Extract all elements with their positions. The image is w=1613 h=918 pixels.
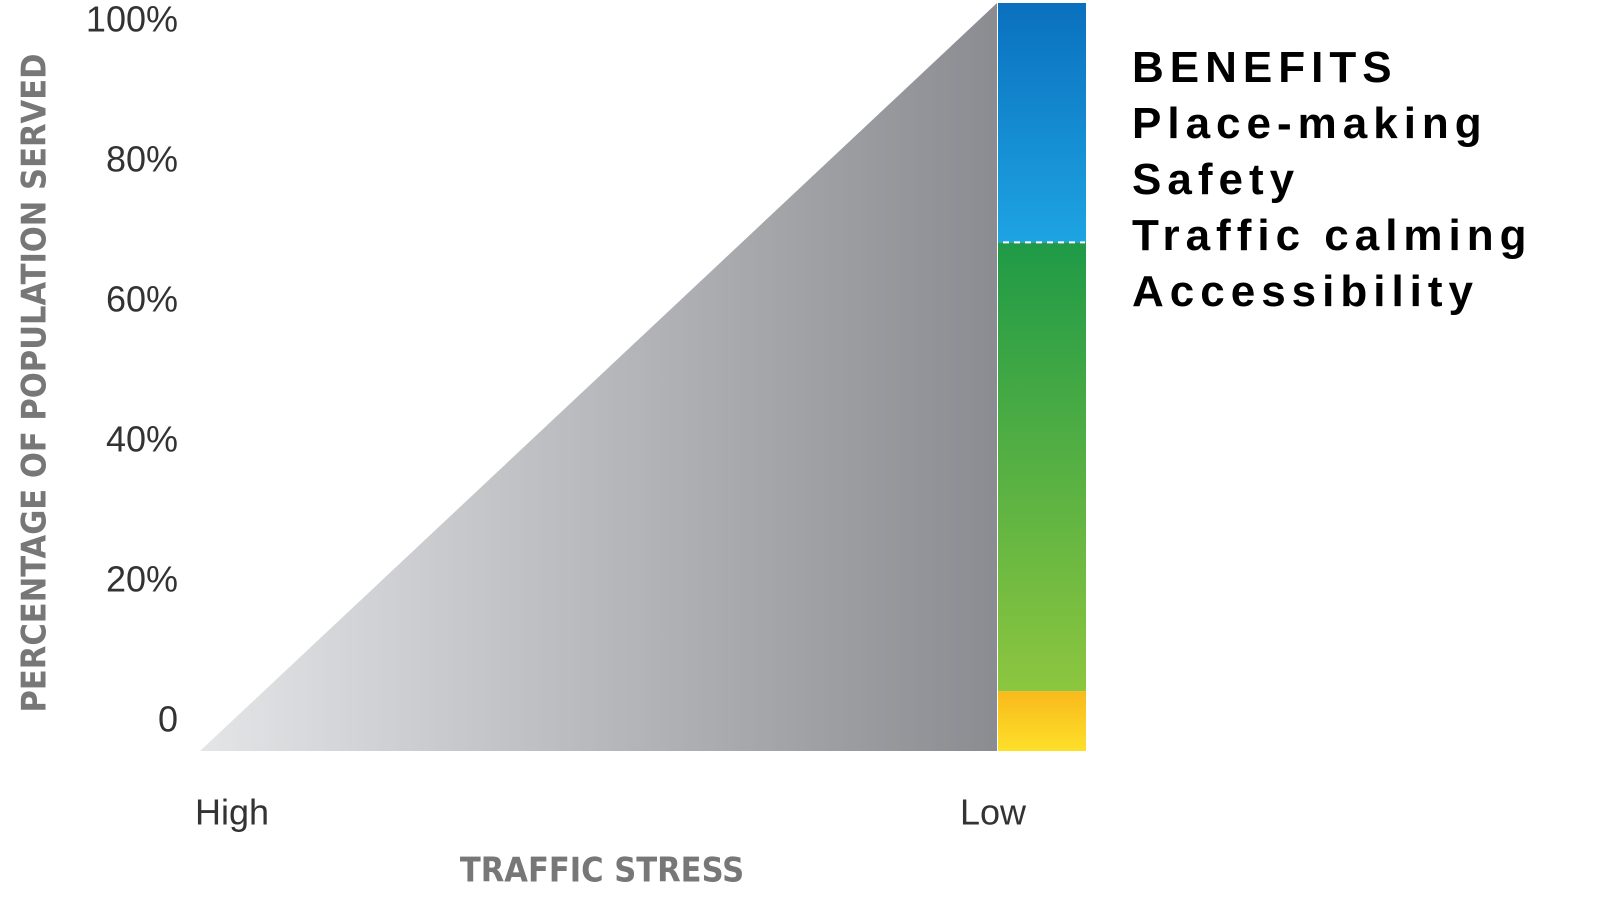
bar-segment — [998, 691, 1086, 751]
x-axis-label: TRAFFIC STRESS — [460, 851, 744, 891]
y-tick-label: 20% — [106, 559, 178, 600]
y-tick-label: 60% — [106, 279, 178, 320]
x-tick-label: Low — [960, 792, 1027, 833]
benefit-item: Place-making — [1132, 99, 1488, 148]
y-axis-label: PERCENTAGE OF POPULATION SERVED — [15, 53, 55, 712]
benefit-item: Traffic calming — [1132, 211, 1533, 260]
y-tick-label: 100% — [86, 0, 178, 40]
y-tick-label: 40% — [106, 419, 178, 460]
benefits-title: BENEFITS — [1132, 43, 1398, 92]
benefit-item: Accessibility — [1132, 267, 1479, 316]
y-tick-label: 0 — [158, 699, 178, 740]
area — [200, 3, 997, 751]
bar-segment — [998, 3, 1086, 243]
bar-segment — [998, 242, 1086, 692]
y-tick-label: 80% — [106, 139, 178, 180]
benefit-item: Safety — [1132, 155, 1300, 204]
x-tick-label: High — [195, 792, 269, 833]
